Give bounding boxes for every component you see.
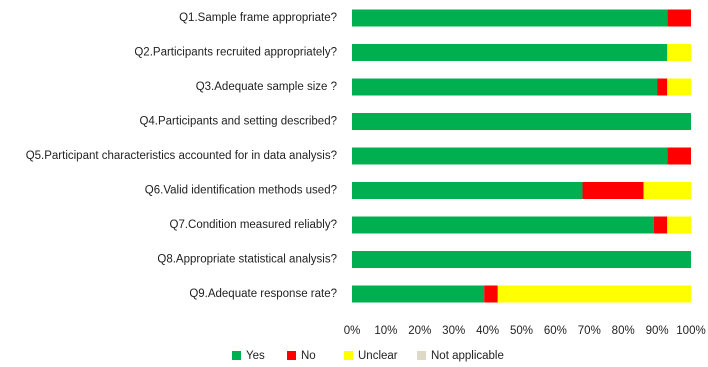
legend-label: Yes [246,350,265,362]
x-tick-label: 40% [476,325,499,337]
bar-segment [497,285,691,303]
bar-segment [352,182,583,199]
category-label: Q1.Sample frame appropriate? [179,12,337,24]
x-tick-label: 20% [408,325,431,337]
x-tick-label: 80% [612,325,635,337]
x-tick-label: 90% [646,325,669,337]
x-tick-label: 10% [374,325,397,337]
bar-segment [653,216,668,234]
legend-label: Unclear [358,350,398,362]
x-tick-label: 30% [442,325,465,337]
bar-segment [352,251,691,268]
category-label: Q2.Participants recruited appropriately? [134,47,337,59]
legend-swatch [344,351,353,360]
bar-segment [667,147,691,165]
bar-segment [352,216,654,234]
bar-segment [667,44,691,61]
bar-segment [582,182,644,199]
legend-swatch [232,351,241,360]
bar-segment [667,216,691,234]
category-label: Q7.Condition measured reliably? [170,219,337,231]
bar-segment [352,78,658,96]
bar-segment [352,147,668,165]
x-tick-label: 70% [578,325,601,337]
legend-label: Not applicable [431,350,504,362]
bar-segment [352,285,485,303]
x-tick-label: 60% [544,325,567,337]
bar-segment [643,182,691,199]
bar-segment [667,78,691,96]
bar-segment [352,44,668,61]
category-label: Q6.Valid identification methods used? [145,185,337,197]
category-label: Q4.Participants and setting described? [139,116,337,128]
x-tick-label: 0% [344,325,361,337]
x-tick-label: 50% [510,325,533,337]
bar-segment [352,113,691,130]
bar-segment [484,285,498,303]
bar-segment [667,9,691,27]
bar-segment [352,9,668,27]
x-tick-label: 100% [676,325,705,337]
category-label: Q3.Adequate sample size ? [196,81,337,93]
legend-label: No [301,350,316,362]
category-label: Q9.Adequate response rate? [189,288,337,300]
bar-segment [657,78,668,96]
legend-swatch [287,351,296,360]
legend-swatch [417,351,426,360]
category-label: Q8.Appropriate statistical analysis? [157,254,337,266]
category-label: Q5.Participant characteristics accounted… [26,150,337,162]
